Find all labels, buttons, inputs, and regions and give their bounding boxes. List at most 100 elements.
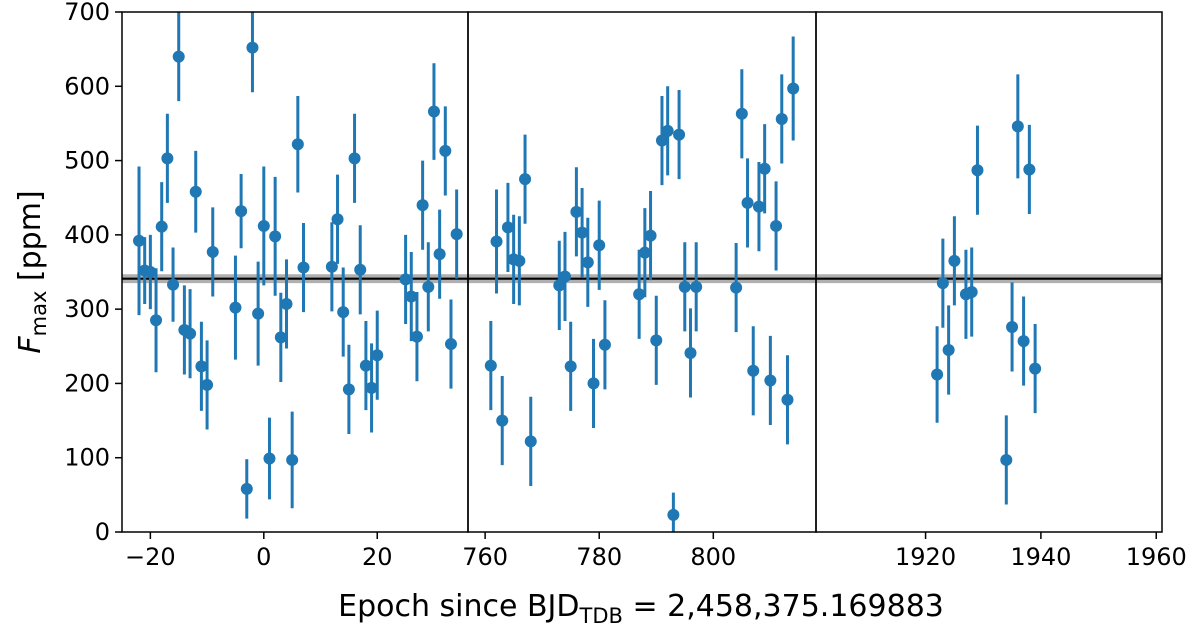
data-point <box>1011 120 1024 133</box>
data-point <box>1000 453 1013 466</box>
y-axis-title-sub: max <box>27 291 51 337</box>
data-point <box>519 173 532 186</box>
data-point <box>781 393 794 406</box>
data-point <box>274 331 287 344</box>
data-point <box>564 360 577 373</box>
data-point <box>690 280 703 293</box>
data-point <box>331 213 344 226</box>
x-tick-label: 1960 <box>1126 543 1187 571</box>
data-point <box>644 229 657 242</box>
axes-frame <box>121 11 1163 533</box>
data-point <box>576 226 589 239</box>
data-point <box>133 234 146 247</box>
data-point <box>167 278 180 291</box>
data-point <box>581 256 594 269</box>
data-point <box>172 50 185 63</box>
data-point <box>513 254 526 267</box>
x-tick-label: 1920 <box>895 543 956 571</box>
y-tick-label: 0 <box>95 518 110 546</box>
data-point <box>1017 335 1030 348</box>
data-point <box>673 128 686 141</box>
x-axis-title-pre: Epoch since BJD <box>338 589 579 624</box>
data-point <box>371 349 384 362</box>
data-point <box>741 196 754 209</box>
data-point <box>1023 163 1036 176</box>
x-tick-label: 800 <box>690 543 736 571</box>
data-point <box>161 152 174 165</box>
data-point <box>155 220 168 233</box>
data-point <box>971 164 984 177</box>
data-point <box>650 334 663 347</box>
panel-3-series <box>931 74 1042 505</box>
data-point <box>1006 320 1019 333</box>
data-point <box>655 134 668 147</box>
x-axis-title-post: = 2,458,375.169883 <box>623 589 944 624</box>
data-point <box>240 482 253 495</box>
data-point <box>354 263 367 276</box>
x-axis-title: Epoch since BJDTDB = 2,458,375.169883 <box>338 589 944 624</box>
data-point <box>184 327 197 340</box>
data-point <box>359 359 372 372</box>
data-point <box>942 344 955 356</box>
data-point <box>787 82 800 95</box>
x-tick-label: 1940 <box>1010 543 1071 571</box>
data-point <box>246 41 259 54</box>
data-point <box>337 306 350 319</box>
data-point <box>496 414 509 427</box>
y-tick-label: 600 <box>64 72 110 100</box>
data-point <box>501 221 514 234</box>
data-point <box>280 297 293 310</box>
y-tick-label: 500 <box>64 147 110 175</box>
data-point <box>235 205 248 218</box>
data-point <box>263 452 276 465</box>
data-point <box>365 381 378 394</box>
data-point <box>206 245 219 258</box>
data-point <box>144 266 157 278</box>
data-point <box>661 124 674 137</box>
data-point <box>257 219 270 232</box>
data-point <box>638 246 651 259</box>
data-point <box>416 199 429 212</box>
panel-1-series <box>133 12 463 519</box>
data-point <box>587 377 600 390</box>
x-tick-label: 20 <box>362 543 393 571</box>
data-point <box>965 286 978 299</box>
data-point <box>948 254 961 267</box>
data-point <box>747 364 760 377</box>
y-tick-label: 100 <box>64 444 110 472</box>
data-point <box>764 374 777 387</box>
data-point <box>405 290 418 303</box>
data-point <box>450 228 463 241</box>
data-point <box>189 185 202 198</box>
data-point <box>758 162 771 175</box>
data-point <box>325 260 338 273</box>
tick-layer: −20 0 20 760 780 800 1920 1940 1960 0 100 200 300 400… <box>64 0 1187 571</box>
data-point <box>730 281 743 294</box>
x-tick-label: −20 <box>125 543 176 571</box>
data-point <box>570 205 583 218</box>
y-tick-label: 700 <box>64 0 110 26</box>
data-point <box>752 200 765 213</box>
data-point <box>524 435 537 448</box>
data-point <box>201 378 214 391</box>
data-point <box>598 338 611 351</box>
data-point <box>439 144 452 157</box>
data-point <box>678 280 691 293</box>
data-point <box>410 330 423 343</box>
x-tick-label: 760 <box>462 543 508 571</box>
data-point <box>399 273 412 286</box>
data-point <box>667 508 680 521</box>
data-point <box>342 383 355 396</box>
data-point <box>735 107 748 120</box>
data-point <box>936 277 949 290</box>
y-axis-title-unit: [ppm] <box>13 190 48 290</box>
data-point <box>684 346 697 359</box>
data-point <box>484 359 497 372</box>
data-point <box>427 105 440 118</box>
data-point <box>422 280 435 293</box>
data-point <box>931 368 944 381</box>
data-point <box>593 239 606 252</box>
data-point <box>297 261 310 274</box>
plot-area <box>122 12 1162 532</box>
